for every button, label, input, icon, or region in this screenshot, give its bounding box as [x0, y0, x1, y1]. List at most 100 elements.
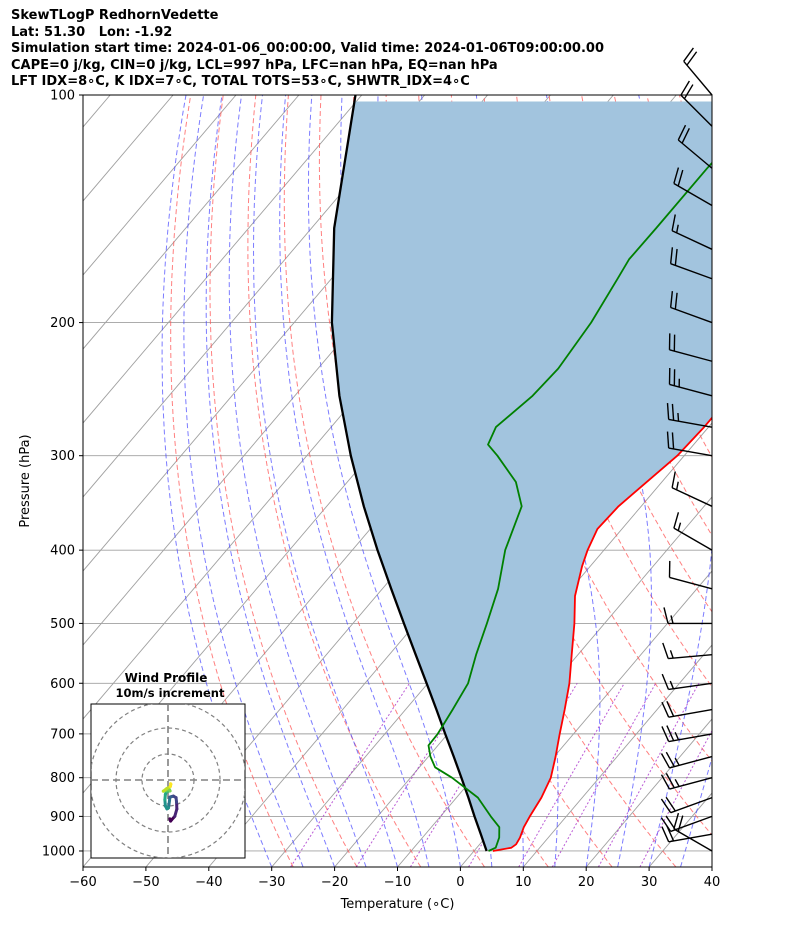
temperature-line	[492, 416, 712, 852]
x-tick-label: −20	[321, 875, 348, 890]
x-tick-label: −60	[69, 875, 96, 890]
y-tick-label: 300	[50, 449, 75, 464]
barb-flag	[671, 471, 676, 488]
barb-flag	[674, 292, 678, 310]
barb-staff	[680, 94, 713, 127]
y-tick-label: 100	[50, 89, 75, 104]
barb-flag	[665, 751, 675, 767]
barb-flag	[666, 431, 670, 449]
x-tick-label: −50	[132, 875, 159, 890]
barb-flag	[661, 701, 670, 718]
dry-adiabat	[283, 95, 485, 867]
x-tick-label: 30	[641, 875, 658, 890]
barb-half-flag	[669, 650, 674, 659]
x-tick-label: −30	[258, 875, 285, 890]
moist-adiabat	[279, 95, 430, 867]
dry-adiabat	[711, 95, 712, 98]
axes: −60 −50 −40 −30 −20 −10 0 10 20 30 40 100 200 300 400 5…	[18, 89, 720, 913]
dry-adiabat	[209, 95, 358, 867]
y-tick-label: 500	[50, 617, 75, 632]
wind-barb	[671, 471, 713, 507]
barb-flag	[660, 753, 671, 769]
isotherm-line	[522, 644, 712, 867]
barb-staff	[677, 139, 713, 169]
wind-barb	[673, 167, 713, 207]
wind-barb	[660, 773, 713, 790]
barb-half-flag	[674, 778, 680, 787]
barb-flag	[671, 432, 675, 449]
barb-flag	[665, 815, 676, 831]
wind-barb	[669, 291, 713, 324]
hodograph-plot	[91, 704, 245, 858]
dewpoint-line	[427, 161, 712, 852]
barb-staff	[669, 383, 713, 397]
barb-flag	[661, 726, 670, 742]
moist-adiabat	[307, 95, 461, 867]
barb-staff	[669, 777, 713, 790]
time-line: Simulation start time: 2024-01-06_00:00:…	[11, 41, 604, 56]
mixing-ratio-line	[290, 683, 410, 867]
hodograph-title: Wind Profile	[125, 671, 208, 685]
hodograph-subtitle: 10m/s increment	[116, 686, 225, 700]
barb-half-flag	[675, 224, 679, 233]
barb-half-flag	[669, 680, 675, 689]
wind-barb	[661, 673, 713, 691]
dry-adiabat	[483, 95, 712, 688]
barb-flag	[663, 607, 669, 624]
isotherm-line	[83, 95, 237, 276]
moist-adiabat	[252, 95, 398, 867]
barb-flag	[677, 169, 684, 187]
wind-barb	[669, 247, 713, 280]
y-tick-label: 700	[50, 727, 75, 742]
x-axis-label: Temperature (∘C)	[340, 897, 455, 912]
barb-half-flag	[674, 757, 680, 766]
barb-staff	[668, 418, 713, 428]
barb-flag	[673, 167, 680, 184]
wind-barb	[668, 560, 713, 590]
cin-shading	[332, 101, 712, 850]
barb-staff	[668, 833, 713, 843]
barb-staff	[668, 654, 713, 660]
dry-adiabat	[247, 95, 422, 867]
barb-staff	[668, 682, 713, 691]
x-tick-label: 0	[456, 875, 464, 890]
barb-flag	[673, 812, 680, 830]
wind-barb	[671, 214, 713, 250]
barb-flag	[674, 248, 678, 266]
mixing-ratio-line	[355, 683, 473, 867]
x-tick-label: −10	[384, 875, 411, 890]
isotherm-line	[334, 422, 712, 867]
wind-barb	[661, 700, 713, 718]
barb-staff	[670, 815, 713, 833]
barb-flag	[660, 798, 672, 814]
mixing-ratio-line	[597, 683, 700, 867]
barb-staff	[670, 796, 713, 814]
indices-line-2: LFT IDX=8∘C, K IDX=7∘C, TOTAL TOTS=53∘C,…	[11, 74, 470, 89]
barb-flag	[666, 700, 675, 717]
x-tick-label: 10	[515, 875, 532, 890]
wind-barb	[660, 815, 713, 833]
moist-adiabat	[183, 95, 304, 867]
location-line: Lat: 51.30 Lon: -1.92	[11, 24, 173, 40]
y-axis-label: Pressure (hPa)	[18, 434, 33, 527]
moist-adiabat	[711, 865, 712, 867]
barb-flag	[677, 124, 687, 141]
barb-staff	[668, 447, 713, 457]
barb-staff	[673, 182, 713, 207]
barb-staff	[671, 487, 713, 507]
barb-staff	[668, 733, 713, 743]
barb-flag	[661, 826, 670, 843]
plot-layers	[83, 95, 712, 867]
barb-flag	[662, 642, 669, 659]
barb-half-flag	[675, 481, 679, 490]
barb-flag	[683, 47, 694, 62]
x-tick-label: −40	[195, 875, 222, 890]
moist-adiabat	[205, 95, 336, 867]
x-tick-label: 40	[704, 875, 721, 890]
barb-half-flag	[677, 412, 680, 422]
barb-flag	[683, 84, 694, 100]
moist-adiabat	[161, 95, 273, 867]
barb-staff	[673, 527, 713, 551]
